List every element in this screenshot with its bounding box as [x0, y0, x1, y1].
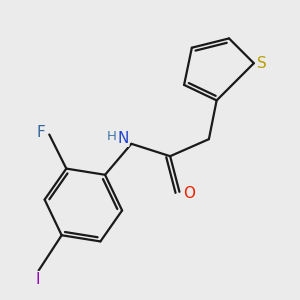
Text: I: I: [36, 272, 40, 287]
Text: S: S: [257, 56, 266, 71]
Text: N: N: [117, 131, 128, 146]
Text: H: H: [106, 130, 116, 143]
Text: F: F: [36, 125, 45, 140]
Text: O: O: [183, 186, 195, 201]
